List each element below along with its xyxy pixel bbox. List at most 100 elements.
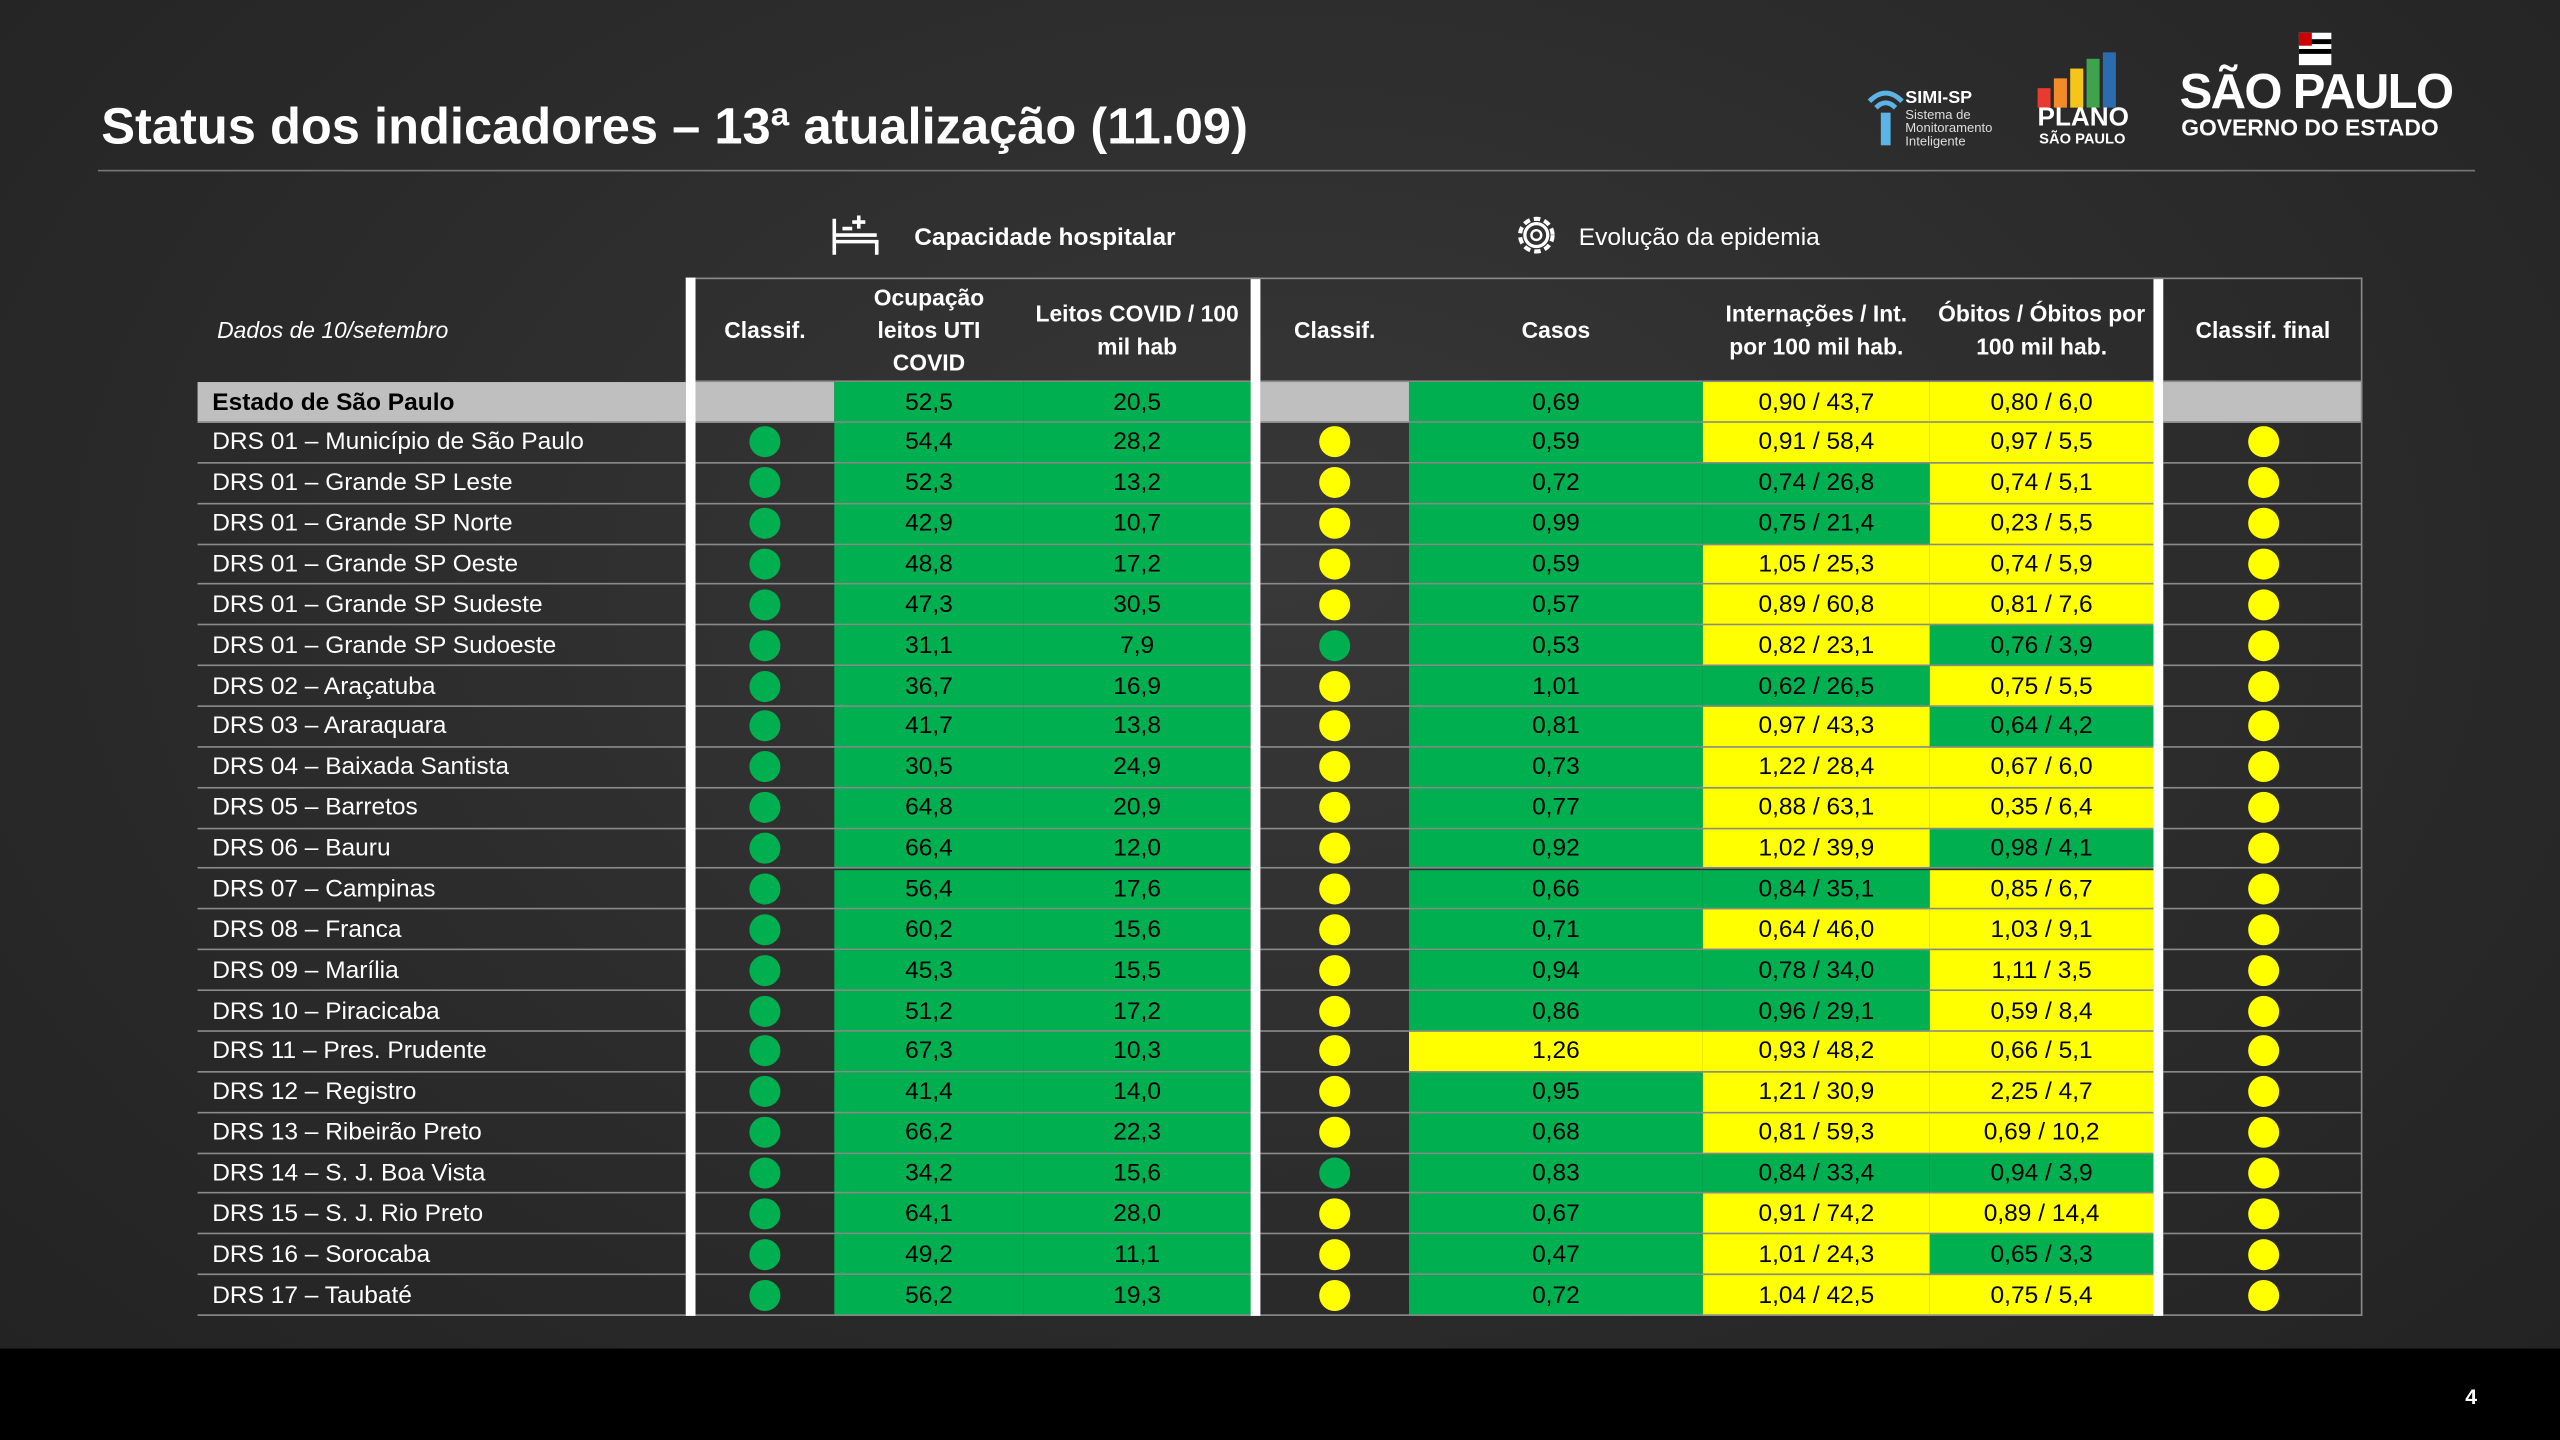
- value-cell: 0,97 / 5,5: [1929, 422, 2154, 464]
- value-cell: 0,75 / 5,5: [1929, 666, 2154, 707]
- classification-dot: [2247, 710, 2279, 742]
- dot-cell: [695, 666, 835, 707]
- value-cell: 0,84 / 35,1: [1702, 869, 1930, 910]
- classification-dot: [2247, 873, 2279, 905]
- classification-dot: [1319, 832, 1351, 864]
- region-name: DRS 06 – Bauru: [197, 829, 686, 870]
- value-cell: 1,01 / 24,3: [1702, 1234, 1930, 1276]
- dot-cell: [1260, 1235, 1409, 1276]
- value-cell: 17,2: [1023, 991, 1251, 1032]
- dot-cell: [2163, 788, 2363, 829]
- classification-dot: [2247, 954, 2279, 986]
- dot-cell: [1260, 707, 1409, 748]
- dot-cell: [2163, 666, 2363, 707]
- dot-cell: [2163, 1113, 2363, 1154]
- value-cell: 11,1: [1023, 1234, 1251, 1276]
- dot-cell: [695, 910, 835, 951]
- gov-sub: GOVERNO DO ESTADO: [2181, 114, 2439, 141]
- classification-dot: [749, 589, 781, 621]
- region-name: DRS 17 – Taubaté: [197, 1275, 686, 1316]
- dot-cell: [695, 545, 835, 586]
- classification-dot: [1319, 1076, 1351, 1108]
- column-header: Leitos COVID / 100 mil hab: [1023, 278, 1251, 383]
- value-cell: 0,83: [1408, 1153, 1703, 1195]
- value-cell: 0,94 / 3,9: [1929, 1153, 2154, 1195]
- dot-cell: [2163, 1032, 2363, 1073]
- bed-icon: [832, 215, 879, 255]
- value-cell: 0,82 / 23,1: [1702, 625, 1930, 667]
- classification-dot: [2247, 508, 2279, 540]
- dot-cell: [1260, 504, 1409, 545]
- classification-dot: [2247, 1157, 2279, 1189]
- value-cell: 0,62 / 26,5: [1702, 666, 1930, 707]
- title: Status dos indicadores – 13ª atualização…: [101, 97, 1248, 156]
- value-cell: 0,23 / 5,5: [1929, 504, 2154, 545]
- classification-dot: [1319, 995, 1351, 1027]
- classification-dot: [749, 792, 781, 824]
- region-name: DRS 13 – Ribeirão Preto: [197, 1113, 686, 1154]
- dot-cell: [2163, 1154, 2363, 1195]
- value-cell: 0,59: [1408, 544, 1703, 586]
- dot-cell: [2163, 991, 2363, 1032]
- value-cell: 51,2: [834, 991, 1024, 1032]
- value-cell: 0,67 / 6,0: [1929, 747, 2154, 789]
- column-header: Classif. final: [2163, 278, 2363, 383]
- dot-cell: [1260, 1113, 1409, 1154]
- value-cell: 1,05 / 25,3: [1702, 544, 1930, 586]
- classification-dot: [749, 670, 781, 702]
- simi-icon: [1867, 90, 1904, 146]
- value-cell: 10,7: [1023, 504, 1251, 545]
- column-header: Classif.: [1260, 278, 1409, 383]
- value-cell: 64,1: [834, 1194, 1024, 1235]
- dot-cell: [695, 1154, 835, 1195]
- value-cell: 0,71: [1408, 909, 1703, 951]
- region-name: DRS 02 – Araçatuba: [197, 666, 686, 707]
- value-cell: 41,7: [834, 706, 1024, 748]
- value-cell: 0,72: [1408, 1275, 1703, 1316]
- classification-dot: [749, 1116, 781, 1148]
- column-separator: [2153, 277, 2164, 1316]
- value-cell: 60,2: [834, 909, 1024, 951]
- dot-cell: [695, 1032, 835, 1073]
- column-header: Casos: [1408, 278, 1703, 383]
- region-name: DRS 12 – Registro: [197, 1072, 686, 1113]
- region-name: DRS 10 – Piracicaba: [197, 991, 686, 1032]
- classification-dot: [749, 710, 781, 742]
- classification-dot: [1319, 710, 1351, 742]
- dot-cell: [1260, 951, 1409, 992]
- classification-dot: [1319, 589, 1351, 621]
- classification-dot: [1319, 467, 1351, 499]
- group-hospital: Capacidade hospitalar: [914, 223, 1176, 252]
- value-cell: 0,76 / 3,9: [1929, 625, 2154, 667]
- value-cell: 0,97 / 43,3: [1702, 706, 1930, 748]
- classification-dot: [1319, 1238, 1351, 1270]
- dot-cell: [2163, 626, 2363, 667]
- dot-cell: [2163, 1275, 2363, 1316]
- classification-dot: [749, 1035, 781, 1067]
- value-cell: 56,4: [834, 869, 1024, 910]
- dot-cell: [1260, 1154, 1409, 1195]
- value-cell: 30,5: [834, 747, 1024, 789]
- plano-logo: PLANO: [2037, 104, 2129, 133]
- region-name: DRS 01 – Grande SP Sudeste: [197, 585, 686, 626]
- value-cell: 0,64 / 46,0: [1702, 909, 1930, 951]
- dot-cell: [2163, 463, 2363, 505]
- value-cell: 0,69 / 10,2: [1929, 1112, 2154, 1154]
- region-name: DRS 04 – Baixada Santista: [197, 748, 686, 789]
- value-cell: 20,5: [1023, 382, 1251, 423]
- value-cell: 0,78 / 34,0: [1702, 950, 1930, 992]
- classification-dot: [2247, 1035, 2279, 1067]
- classification-dot: [749, 1198, 781, 1230]
- value-cell: 41,4: [834, 1072, 1024, 1113]
- value-cell: 0,81 / 7,6: [1929, 585, 2154, 626]
- value-cell: 0,74 / 5,1: [1929, 463, 2154, 505]
- value-cell: 13,8: [1023, 706, 1251, 748]
- value-cell: 0,75 / 21,4: [1702, 504, 1930, 545]
- region-name: DRS 01 – Grande SP Sudoeste: [197, 626, 686, 667]
- dot-cell: [2163, 829, 2363, 870]
- region-name: DRS 15 – S. J. Rio Preto: [197, 1194, 686, 1235]
- classification-dot: [749, 954, 781, 986]
- value-cell: 0,89 / 60,8: [1702, 585, 1930, 626]
